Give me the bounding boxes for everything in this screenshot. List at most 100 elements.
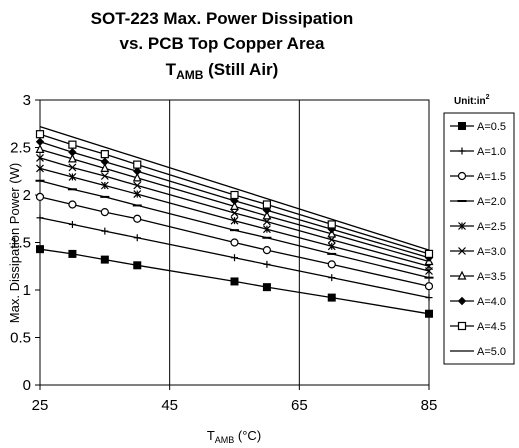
x-tick-label: 85 xyxy=(421,397,438,414)
data-point xyxy=(36,245,44,254)
legend-item: A=2.5 xyxy=(450,221,506,233)
x-tick-label: 45 xyxy=(161,397,178,414)
data-point xyxy=(133,167,142,176)
legend-swatch-marker xyxy=(458,147,466,155)
data-point xyxy=(35,137,45,147)
legend-item: A=4.5 xyxy=(450,321,506,333)
series-line xyxy=(39,157,430,267)
data-point xyxy=(68,173,77,181)
data-point xyxy=(35,130,45,139)
series-A-2_5 xyxy=(36,164,433,275)
chart-title-line3-sub: AMB xyxy=(176,68,204,82)
data-point xyxy=(230,190,239,200)
legend-label: A=4.5 xyxy=(477,321,506,333)
legend-label: A=0.5 xyxy=(477,121,506,133)
x-tick-label: 25 xyxy=(32,397,49,414)
series-line xyxy=(39,125,430,251)
y-tick-label: 0.5 xyxy=(10,330,31,347)
data-point xyxy=(424,249,434,258)
series-line xyxy=(39,180,430,279)
series-layer xyxy=(35,125,434,318)
legend-item: A=4.0 xyxy=(450,296,506,308)
legend-box xyxy=(443,112,515,365)
data-point xyxy=(101,227,109,235)
legend-item: A=1.5 xyxy=(450,171,506,183)
data-point xyxy=(68,163,77,172)
data-point xyxy=(230,216,239,225)
data-point xyxy=(262,225,271,234)
legend-swatch-marker xyxy=(457,270,467,280)
data-point xyxy=(424,282,434,291)
data-point xyxy=(100,150,109,159)
legend-item: A=3.5 xyxy=(450,270,506,283)
x-axis-label-sub: AMB xyxy=(215,435,235,445)
legend-item: A=2.0 xyxy=(450,196,506,208)
legend-label: A=4.0 xyxy=(477,296,506,308)
data-point xyxy=(133,181,142,190)
data-point xyxy=(425,309,433,318)
series-line xyxy=(39,141,430,259)
y-axis-label: Max. Dissipation Power (W) xyxy=(7,163,22,323)
legend-label: A=5.0 xyxy=(477,346,506,358)
data-point xyxy=(68,249,77,258)
data-point xyxy=(100,157,110,166)
series-A-0_5 xyxy=(36,245,433,318)
series-line xyxy=(39,217,430,299)
data-point xyxy=(100,163,110,172)
data-point xyxy=(133,160,142,169)
legend: A=0.5 A=1.0 A=1.5 A=2.0 A=2.5 A=3.0 A=3.5 A=4.0… xyxy=(450,121,506,358)
data-point xyxy=(327,228,337,238)
data-point xyxy=(230,277,239,286)
data-point xyxy=(100,172,109,180)
series-line xyxy=(39,248,430,315)
y-tick-label: 1.5 xyxy=(10,235,31,252)
data-point xyxy=(100,181,109,190)
data-point xyxy=(133,234,141,242)
chart-title-line2: vs. PCB Top Copper Area xyxy=(120,34,326,53)
legend-item: A=5.0 xyxy=(450,346,506,358)
y-tick-label: 1 xyxy=(23,282,31,299)
legend-swatch-marker xyxy=(457,171,467,181)
chart-title-line3-rest: (Still Air) xyxy=(203,60,278,79)
legend-label: A=3.0 xyxy=(477,246,506,258)
data-point xyxy=(36,164,44,173)
data-point xyxy=(132,172,142,182)
legend-swatch-marker xyxy=(458,122,466,130)
series-A-5_0 xyxy=(39,125,430,251)
data-point xyxy=(36,214,44,222)
data-point xyxy=(67,153,77,163)
series-line xyxy=(39,133,430,255)
data-point xyxy=(425,294,433,302)
data-point xyxy=(230,209,239,217)
data-point xyxy=(328,274,336,282)
data-point xyxy=(262,210,272,220)
series-A-2_0 xyxy=(35,179,434,279)
data-point xyxy=(262,246,272,255)
chart-title-line3-main: T xyxy=(166,60,177,79)
legend-label: A=1.0 xyxy=(477,146,506,158)
data-point xyxy=(263,260,271,268)
series-line xyxy=(39,148,430,263)
series-A-3_5 xyxy=(35,144,434,266)
data-point xyxy=(327,220,336,229)
y-tick-label: 0 xyxy=(23,377,31,394)
unit-label: Unit:in2 xyxy=(454,94,490,107)
data-point xyxy=(230,238,239,247)
unit-label-main: Unit:in xyxy=(454,96,486,107)
data-point xyxy=(68,220,76,228)
y-tick-label: 2 xyxy=(23,187,31,204)
legend-swatch-marker xyxy=(457,296,467,306)
series-A-1_5 xyxy=(35,192,434,291)
x-axis-label: TAMB (°C) xyxy=(207,428,261,445)
chart-title-line1: SOT-223 Max. Power Dissipation xyxy=(91,9,354,28)
legend-label: A=2.0 xyxy=(477,196,506,208)
series-line xyxy=(39,196,430,287)
data-point xyxy=(100,255,109,264)
legend-label: A=3.5 xyxy=(477,271,506,283)
y-tick-label: 3 xyxy=(23,92,31,109)
legend-item: A=1.0 xyxy=(450,146,506,158)
series-line xyxy=(39,167,430,272)
data-point xyxy=(35,144,45,153)
data-point xyxy=(262,200,272,209)
